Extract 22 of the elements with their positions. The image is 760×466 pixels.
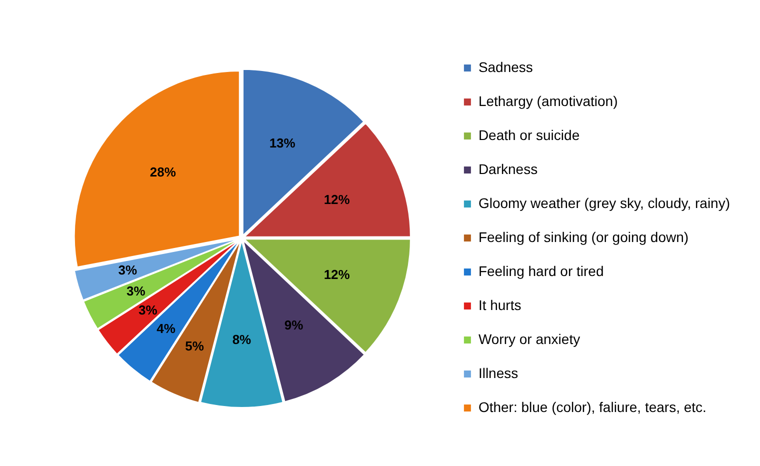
legend-label: Death or suicide	[478, 126, 580, 143]
legend-label: Feeling of sinking (or going down)	[478, 228, 689, 245]
legend-label: Illness	[478, 364, 518, 381]
data-label: 4%	[156, 321, 176, 336]
legend-label: Feeling hard or tired	[478, 262, 604, 279]
legend-label: It hurts	[478, 296, 522, 313]
data-label: 5%	[185, 338, 204, 354]
data-label: 12%	[324, 192, 350, 207]
data-label: 3%	[138, 302, 158, 318]
legend-label: Sadness	[478, 58, 533, 75]
legend-label: Gloomy weather (grey sky, cloudy, rainy)	[478, 194, 730, 211]
legend-label: Worry or anxiety	[478, 330, 580, 347]
data-label: 28%	[150, 164, 176, 180]
legend-label: Lethargy (amotivation)	[478, 92, 618, 109]
data-label: 8%	[232, 332, 252, 347]
legend-label: Darkness	[478, 160, 538, 177]
legend-label: Other: blue (color), faliure, tears, etc.	[478, 398, 706, 415]
data-label: 3%	[126, 284, 146, 299]
data-label: 9%	[284, 318, 304, 333]
data-label: 3%	[118, 262, 138, 278]
data-label: 13%	[269, 136, 296, 151]
data-label: 12%	[324, 267, 350, 282]
